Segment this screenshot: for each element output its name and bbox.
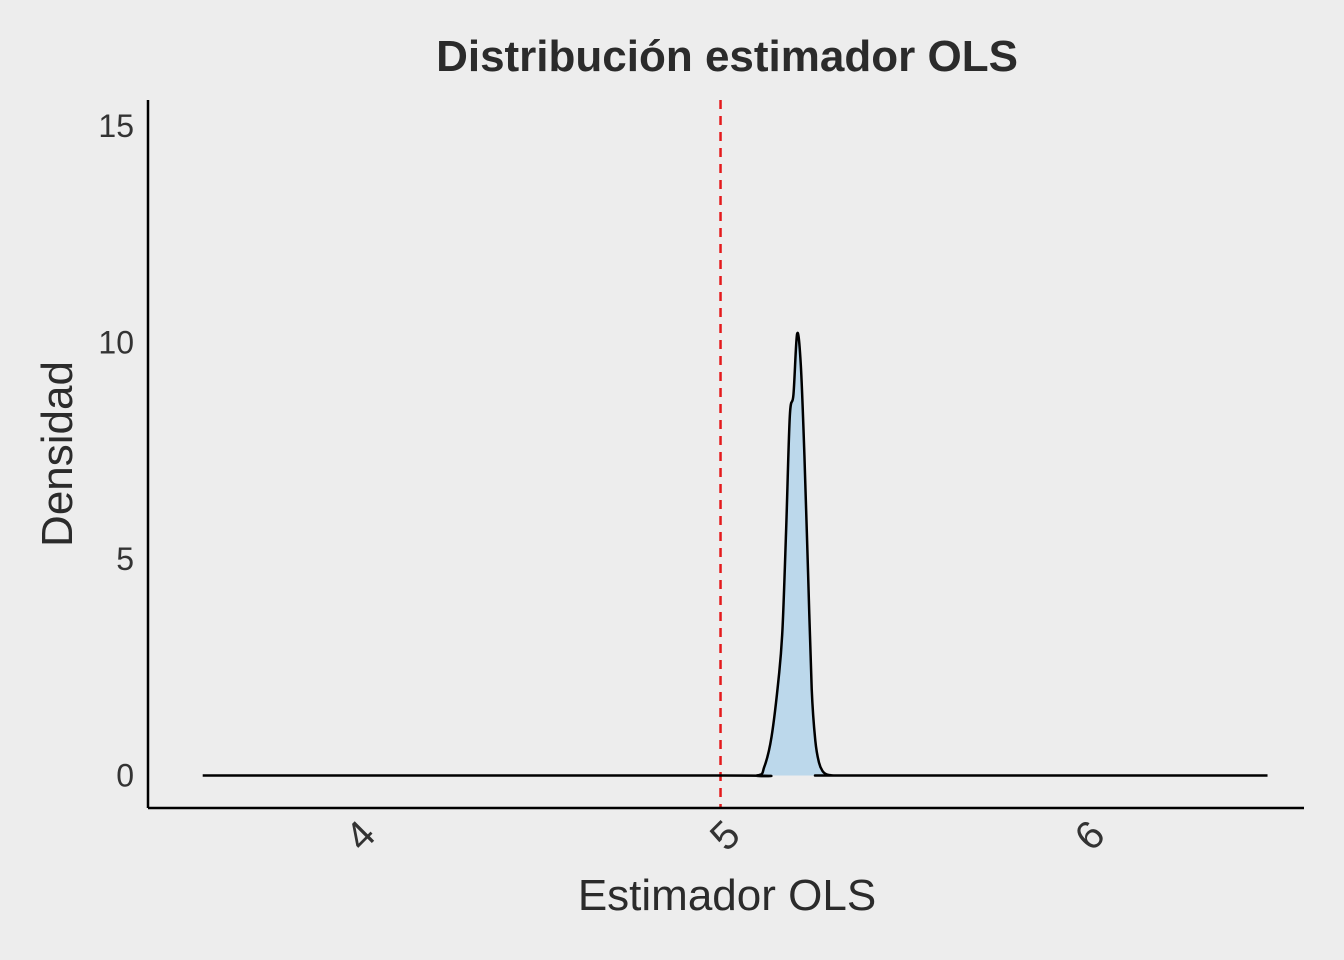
density-line — [202, 331, 1268, 778]
x-axis-title: Estimador OLS — [578, 871, 876, 920]
x-tick-label: 5 — [702, 812, 749, 859]
plot-area — [202, 100, 1268, 808]
y-tick-label: 10 — [98, 324, 134, 360]
y-ticks: 0 5 10 15 — [98, 108, 134, 794]
y-tick-label: 5 — [116, 541, 134, 577]
chart-title: Distribución estimador OLS — [436, 32, 1018, 81]
y-tick-label: 0 — [116, 758, 134, 794]
x-ticks: 4 5 6 — [337, 812, 1113, 859]
x-tick-label: 4 — [337, 812, 384, 859]
y-axis-title: Densidad — [33, 361, 82, 547]
density-area — [202, 332, 1268, 777]
x-tick-label: 6 — [1067, 812, 1114, 859]
y-tick-label: 15 — [98, 108, 134, 144]
